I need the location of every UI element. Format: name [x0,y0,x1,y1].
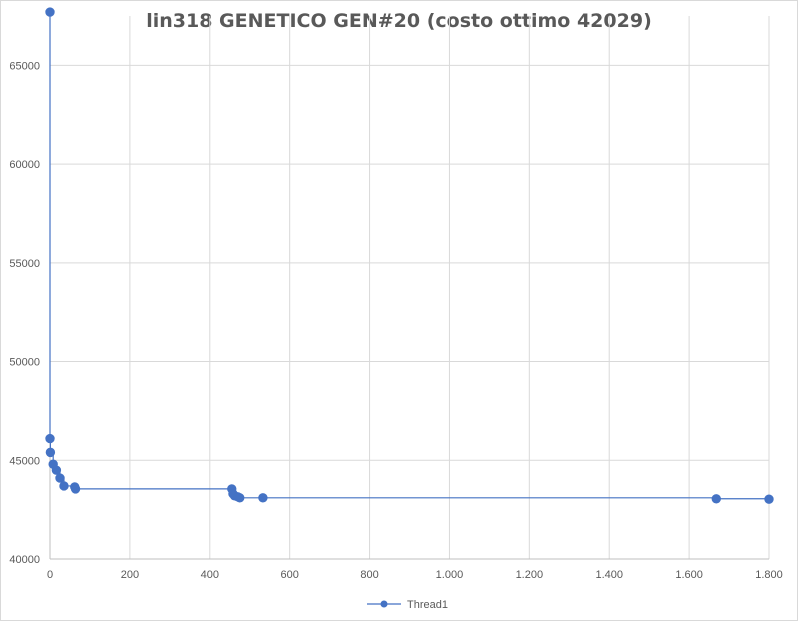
x-tick-label: 200 [121,569,139,581]
legend-marker [380,600,388,608]
x-tick-label: 1.000 [436,569,464,581]
x-tick-label: 1.600 [675,569,703,581]
y-tick-label: 50000 [9,357,40,369]
data-point [45,7,55,17]
y-tick-label: 65000 [9,60,40,72]
x-tick-label: 400 [201,569,219,581]
x-tick-label: 600 [280,569,298,581]
x-tick-label: 800 [360,569,378,581]
y-tick-label: 60000 [9,159,40,171]
data-point [55,473,65,483]
legend-layer: Thread1 [367,599,448,611]
legend-label: Thread1 [407,599,448,611]
data-point [70,484,81,494]
data-point [711,494,721,504]
data-point [59,481,69,491]
x-tick-label: 1.200 [516,569,544,581]
data-point [764,494,774,504]
x-tick-label: 1.800 [755,569,783,581]
y-tick-label: 45000 [9,455,40,467]
data-point [45,433,55,444]
grid-layer [50,16,770,559]
data-point [235,493,245,503]
series-layer [45,7,774,504]
y-tick-label: 55000 [9,258,40,270]
data-point [45,447,56,458]
x-tick-label: 1.400 [595,569,623,581]
series-line [49,12,770,500]
data-point [258,493,268,503]
x-tick-label: 0 [47,569,53,581]
y-tick-label: 40000 [9,554,40,566]
chart-title: lin318 GENETICO GEN#20 (costo ottimo 420… [146,10,652,32]
axis-layer: 0 200 400 600 800 1.000 1.200 1.400 1.600 1.800 40… [9,16,783,581]
data-point [51,465,62,475]
